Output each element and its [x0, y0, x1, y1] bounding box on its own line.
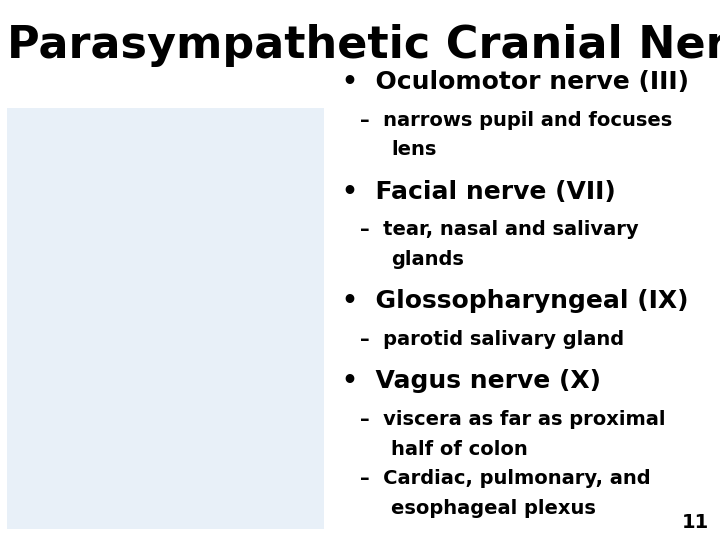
Text: –  narrows pupil and focuses: – narrows pupil and focuses [360, 111, 672, 130]
Text: •  Vagus nerve (X): • Vagus nerve (X) [342, 369, 601, 393]
FancyBboxPatch shape [7, 108, 324, 529]
Text: lens: lens [391, 140, 436, 159]
Text: –  viscera as far as proximal: – viscera as far as proximal [360, 410, 665, 429]
Text: –  Cardiac, pulmonary, and: – Cardiac, pulmonary, and [360, 469, 651, 488]
Text: •  Facial nerve (VII): • Facial nerve (VII) [342, 180, 616, 204]
Text: Parasympathetic Cranial Nerves: Parasympathetic Cranial Nerves [7, 24, 720, 68]
Text: half of colon: half of colon [391, 440, 528, 458]
Text: •  Oculomotor nerve (III): • Oculomotor nerve (III) [342, 70, 689, 94]
Text: esophageal plexus: esophageal plexus [391, 499, 596, 518]
Text: –  tear, nasal and salivary: – tear, nasal and salivary [360, 220, 639, 239]
Text: glands: glands [391, 250, 464, 269]
Text: 11: 11 [682, 513, 709, 532]
Text: •  Glossopharyngeal (IX): • Glossopharyngeal (IX) [342, 289, 688, 313]
Text: –  parotid salivary gland: – parotid salivary gland [360, 330, 624, 349]
